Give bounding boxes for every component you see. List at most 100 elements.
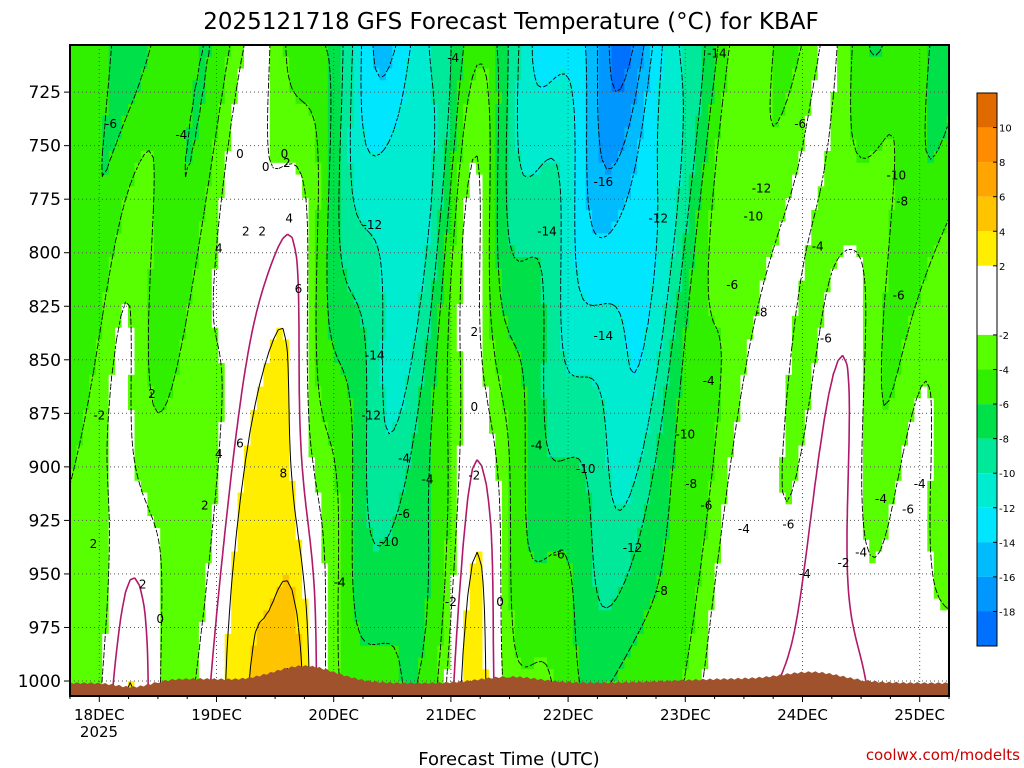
field-cell [347,268,355,282]
field-cell [134,339,142,352]
field-cell [231,221,239,235]
field-cell [314,280,323,294]
field-cell [76,386,84,400]
field-cell [431,68,439,82]
field-cell [173,480,181,494]
field-cell [173,151,181,164]
field-cell [115,174,123,188]
field-cell [308,315,316,329]
field-cell [231,209,239,223]
field-cell [108,198,116,211]
field-cell [385,127,394,140]
field-cell [360,469,368,482]
field-cell [347,363,355,376]
field-cell [495,457,503,470]
field-cell [572,516,580,529]
field-cell [572,492,580,506]
field-cell [179,80,187,93]
field-cell [192,139,200,152]
field-cell [424,622,432,635]
field-cell [385,669,394,682]
field-cell [585,504,593,517]
field-cell [450,56,458,70]
field-cell [179,139,187,152]
field-cell [244,257,252,270]
field-cell [256,410,265,423]
field-cell [540,433,548,447]
field-cell [327,586,335,600]
field-cell [256,304,265,317]
field-cell [482,551,490,565]
field-cell [547,657,555,671]
field-cell [302,257,310,270]
field-cell [147,339,155,352]
field-cell [540,56,548,70]
field-cell [508,457,516,470]
field-cell [327,245,335,258]
field-cell [179,151,187,164]
field-cell [443,645,452,659]
field-cell [153,103,161,117]
field-cell [463,198,471,211]
field-cell [295,516,303,529]
field-cell [579,480,587,494]
field-cell [630,339,638,352]
field-cell [637,598,645,612]
field-cell [302,45,310,58]
field-cell [411,527,419,541]
field-cell [334,539,342,553]
field-cell [244,610,252,623]
field-cell [147,186,155,199]
field-cell [82,304,91,317]
field-cell [314,645,323,659]
field-cell [321,586,329,600]
field-cell [437,245,445,258]
field-cell [89,410,97,423]
field-cell [508,257,516,270]
field-cell [534,45,542,58]
field-cell [263,469,271,482]
field-cell [463,657,471,671]
field-cell [611,327,619,341]
field-cell [211,92,219,105]
field-cell [398,209,406,223]
field-cell [495,304,503,317]
field-cell [95,80,103,93]
field-cell [76,351,84,364]
field-cell [347,480,355,494]
field-cell [121,398,129,411]
field-cell [334,186,342,199]
field-cell [489,480,497,494]
field-cell [134,539,142,553]
field-cell [482,492,490,506]
field-cell [418,598,426,612]
field-cell [218,198,226,211]
field-cell [463,398,471,411]
field-cell [198,445,207,459]
field-cell [314,598,323,612]
field-cell [147,610,155,623]
field-cell [501,433,510,447]
field-cell [469,315,477,329]
field-cell [269,433,277,447]
field-cell [173,539,181,553]
field-cell [398,586,406,600]
field-cell [501,198,510,211]
field-cell [82,445,91,459]
field-cell [373,539,381,553]
field-cell [443,162,452,176]
field-cell [244,527,252,541]
field-cell [121,516,129,529]
field-cell [405,304,413,317]
field-cell [198,233,207,246]
field-cell [340,327,348,341]
field-cell [134,327,142,341]
field-cell [605,563,613,576]
field-cell [611,363,619,376]
field-cell [553,386,561,400]
field-cell [624,233,632,246]
field-cell [611,245,619,258]
field-cell [579,327,587,341]
field-cell [224,221,232,235]
field-cell [572,245,580,258]
